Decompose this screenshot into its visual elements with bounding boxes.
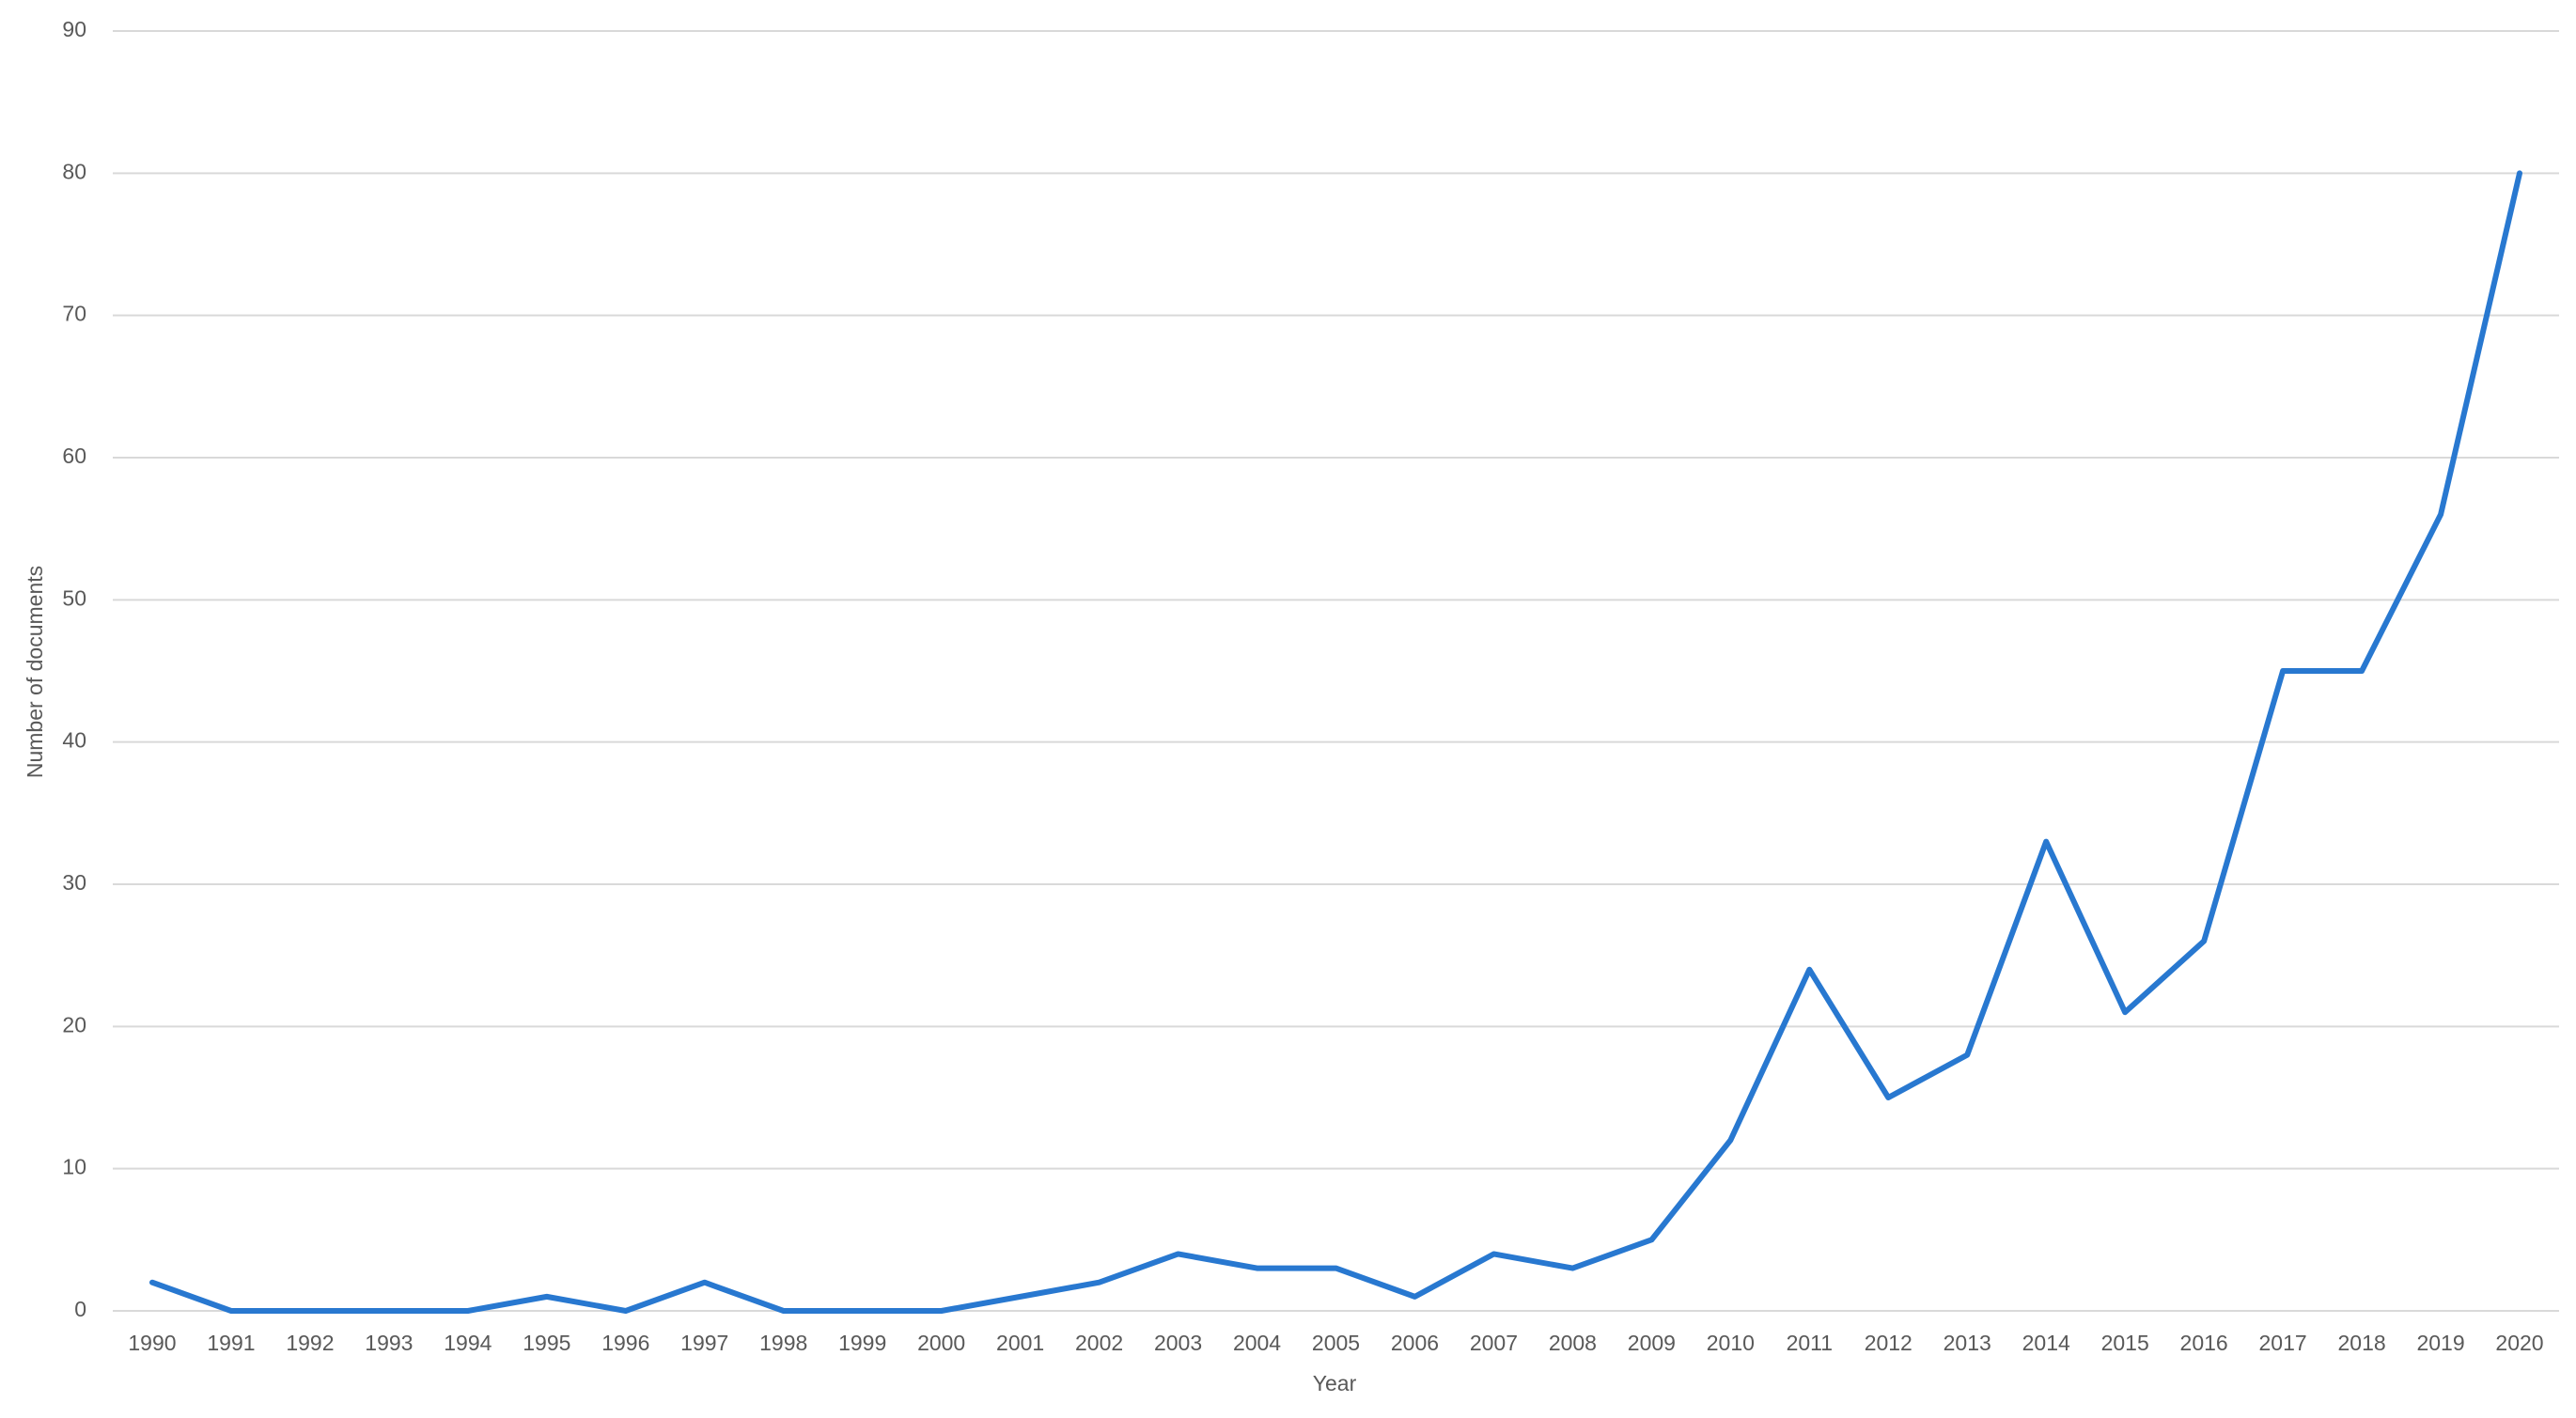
x-tick-label: 1995 — [523, 1331, 570, 1355]
x-tick-label: 2012 — [1865, 1331, 1912, 1355]
data-line — [148, 170, 2523, 1314]
x-tick-label: 2002 — [1075, 1331, 1123, 1355]
y-tick-label: 80 — [62, 159, 86, 183]
x-tick-label: 2000 — [917, 1331, 965, 1355]
y-tick-label: 40 — [62, 728, 86, 753]
x-tick-label: 1997 — [680, 1331, 728, 1355]
y-tick-label: 0 — [74, 1297, 86, 1321]
x-tick-label: 2001 — [996, 1331, 1044, 1355]
x-tick-label: 2003 — [1154, 1331, 1202, 1355]
y-tick-label: 20 — [62, 1012, 86, 1036]
x-axis-title: Year — [1313, 1371, 1357, 1395]
x-tick-label: 2007 — [1470, 1331, 1518, 1355]
x-tick-label: 1994 — [444, 1331, 492, 1355]
y-tick-label: 50 — [62, 585, 86, 610]
x-tick-label: 1990 — [128, 1331, 176, 1355]
x-tick-label: 1998 — [759, 1331, 807, 1355]
y-tick-label: 10 — [62, 1155, 86, 1179]
x-tick-label: 2015 — [2101, 1331, 2149, 1355]
y-tick-label: 60 — [62, 444, 86, 468]
x-tick-label: 2009 — [1628, 1331, 1676, 1355]
x-tick-label: 1996 — [601, 1331, 649, 1355]
x-tick-label: 2013 — [1944, 1331, 1991, 1355]
x-tick-label: 2020 — [2495, 1331, 2543, 1355]
x-tick-label: 2010 — [1707, 1331, 1755, 1355]
y-tick-label: 70 — [62, 302, 86, 326]
x-tick-label: 2004 — [1233, 1331, 1281, 1355]
x-tick-label: 1991 — [207, 1331, 255, 1355]
x-tick-label: 2014 — [2022, 1331, 2070, 1355]
x-tick-label: 1993 — [365, 1331, 413, 1355]
y-tick-label: 90 — [62, 17, 86, 41]
x-tick-label: 1999 — [838, 1331, 886, 1355]
x-tick-label: 2005 — [1312, 1331, 1360, 1355]
y-tick-label: 30 — [62, 870, 86, 895]
x-tick-label: 2008 — [1549, 1331, 1597, 1355]
x-tick-label: 2017 — [2259, 1331, 2307, 1355]
x-tick-label: 1992 — [286, 1331, 334, 1355]
x-tick-label: 2019 — [2416, 1331, 2464, 1355]
x-tick-label: 2006 — [1391, 1331, 1439, 1355]
x-tick-label: 2011 — [1787, 1331, 1833, 1355]
x-tick-label: 2018 — [2337, 1331, 2385, 1355]
x-tick-label: 2016 — [2180, 1331, 2228, 1355]
y-axis-title: Number of documents — [23, 566, 47, 778]
